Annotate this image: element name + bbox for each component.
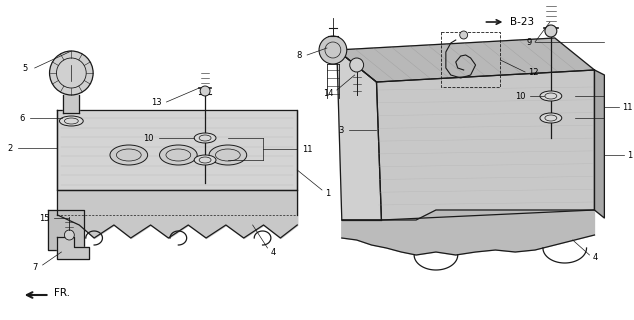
Circle shape — [49, 51, 93, 95]
Circle shape — [545, 25, 557, 37]
Text: 10: 10 — [143, 133, 153, 142]
Ellipse shape — [160, 145, 197, 165]
Ellipse shape — [194, 133, 216, 143]
Text: FR.: FR. — [55, 288, 70, 298]
Polygon shape — [58, 190, 297, 215]
Circle shape — [460, 31, 468, 39]
Text: 1: 1 — [627, 150, 632, 159]
Circle shape — [200, 86, 210, 96]
Ellipse shape — [209, 145, 247, 165]
Polygon shape — [63, 95, 79, 113]
Polygon shape — [337, 50, 382, 220]
Text: 4: 4 — [271, 247, 276, 257]
Text: 7: 7 — [32, 263, 37, 273]
Polygon shape — [48, 210, 84, 250]
Text: 12: 12 — [528, 68, 538, 76]
Ellipse shape — [540, 91, 562, 101]
Text: 14: 14 — [323, 89, 334, 98]
Text: 11: 11 — [622, 102, 633, 111]
Text: B-23: B-23 — [510, 17, 534, 27]
Text: 1: 1 — [325, 188, 330, 197]
Text: 13: 13 — [151, 98, 162, 107]
Polygon shape — [377, 70, 595, 220]
Text: 15: 15 — [39, 213, 49, 222]
Text: 5: 5 — [22, 63, 28, 73]
Ellipse shape — [540, 113, 562, 123]
Text: 2: 2 — [8, 143, 13, 153]
Polygon shape — [595, 70, 604, 218]
Text: 8: 8 — [297, 51, 302, 60]
Text: 4: 4 — [593, 253, 598, 262]
Ellipse shape — [194, 155, 216, 165]
Polygon shape — [58, 237, 89, 259]
Polygon shape — [342, 210, 595, 255]
Bar — [441, 32, 500, 87]
Text: 11: 11 — [302, 145, 313, 154]
Text: 10: 10 — [515, 92, 525, 100]
Text: 9: 9 — [527, 37, 532, 46]
Ellipse shape — [60, 116, 83, 126]
Text: 6: 6 — [20, 114, 25, 123]
Text: 3: 3 — [339, 125, 344, 134]
Circle shape — [65, 230, 74, 240]
Ellipse shape — [110, 145, 148, 165]
Circle shape — [350, 58, 364, 72]
Polygon shape — [337, 38, 595, 82]
Polygon shape — [58, 110, 297, 190]
Circle shape — [319, 36, 347, 64]
